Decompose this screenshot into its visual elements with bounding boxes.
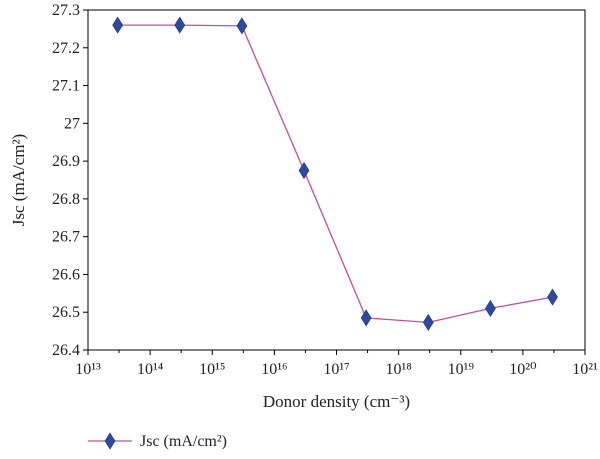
x-tick-label: 10¹³ (75, 361, 101, 378)
x-tick-label: 10²¹ (572, 361, 598, 378)
x-tick-label: 10¹⁴ (137, 361, 164, 378)
y-tick-label: 27 (64, 115, 80, 132)
x-axis-ticks: 10¹³ 10¹⁴ 10¹⁵ 10¹⁶ 10¹⁷ 10¹⁸ 10¹⁹ 10²⁰ 10²¹ (75, 350, 598, 378)
data-point-marker (236, 17, 248, 35)
data-point-marker (547, 288, 558, 306)
data-point-marker (485, 299, 496, 318)
x-axis-title: Donor density (cm⁻³) (263, 392, 410, 411)
y-tick-label: 27.2 (52, 40, 80, 57)
data-point-marker (360, 309, 372, 327)
data-point-marker (174, 16, 186, 34)
legend-diamond-marker (104, 432, 116, 450)
data-point-marker (298, 161, 310, 180)
x-tick-label: 10²⁰ (509, 361, 536, 378)
y-tick-label: 26.9 (52, 153, 80, 170)
y-tick-label: 26.7 (52, 229, 80, 246)
data-point-marker (422, 313, 434, 331)
y-tick-label: 26.5 (52, 304, 80, 321)
data-point-marker (112, 16, 123, 34)
y-tick-label: 27.3 (52, 2, 80, 19)
legend-label: Jsc (mA/cm²) (140, 433, 227, 450)
series-line (117, 24, 553, 324)
x-tick-label: 10¹⁶ (261, 361, 287, 378)
y-tick-label: 26.4 (52, 342, 80, 359)
legend: Jsc (mA/cm²) (88, 432, 227, 450)
series-layer (112, 16, 558, 331)
plot-area-frame (87, 9, 586, 351)
y-tick-label: 26.8 (52, 191, 80, 208)
x-tick-label: 10¹⁸ (385, 361, 411, 378)
y-axis-title: Jsc (mA/cm²) (9, 134, 28, 226)
x-tick-label: 10¹⁵ (199, 361, 225, 378)
x-tick-label: 10¹⁷ (323, 361, 349, 378)
x-tick-label: 10¹⁹ (448, 361, 475, 378)
y-tick-label: 26.6 (52, 266, 80, 283)
y-tick-label: 27.1 (52, 78, 80, 95)
y-axis-ticks: 26.4 26.5 26.6 26.7 26.8 26.9 27 27.1 27.2 27.3 (52, 2, 88, 359)
